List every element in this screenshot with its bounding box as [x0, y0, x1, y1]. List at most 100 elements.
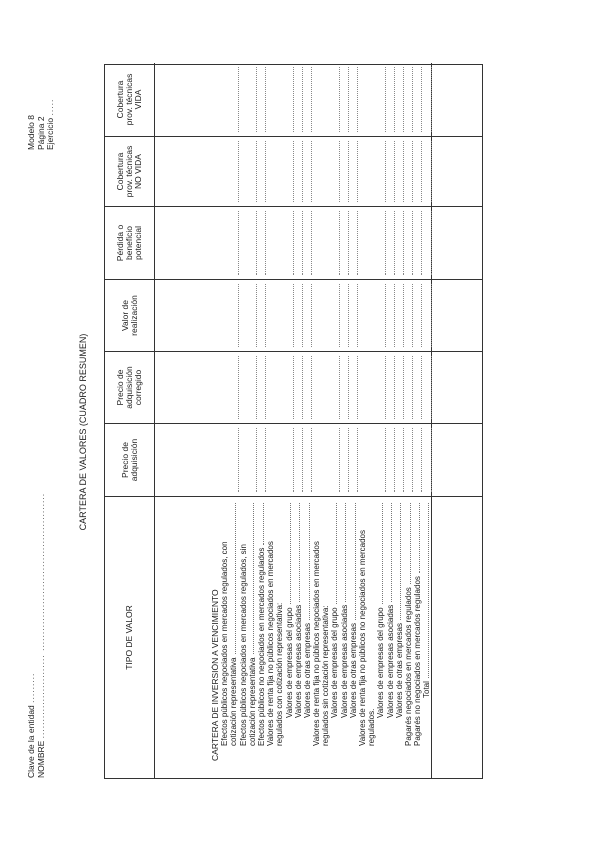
value-cell[interactable]: [394, 67, 404, 132]
value-cell[interactable]: [413, 428, 423, 492]
value-cell[interactable]: [422, 211, 432, 275]
value-cell[interactable]: [385, 284, 395, 347]
value-cell[interactable]: [348, 67, 358, 132]
value-cell[interactable]: [247, 211, 257, 275]
value-cell[interactable]: [229, 284, 239, 347]
value-cell[interactable]: [330, 356, 340, 419]
value-cell[interactable]: [256, 211, 267, 275]
value-cell[interactable]: [339, 428, 349, 492]
value-cell[interactable]: [403, 428, 414, 492]
value-cell[interactable]: [247, 428, 257, 492]
value-cell[interactable]: [302, 211, 313, 275]
value-cell[interactable]: [330, 67, 340, 132]
value-cell[interactable]: [293, 141, 303, 202]
value-cell[interactable]: [302, 284, 313, 347]
value-cell: [275, 137, 284, 206]
value-cell[interactable]: [293, 67, 303, 132]
value-cell[interactable]: [376, 67, 386, 132]
value-cell[interactable]: [385, 211, 395, 275]
value-cell[interactable]: [229, 428, 239, 492]
value-cell[interactable]: [330, 428, 340, 492]
value-cell[interactable]: [247, 141, 257, 202]
nombre-field[interactable]: ......................... ..............…: [35, 492, 46, 739]
value-cell[interactable]: [348, 141, 358, 202]
value-cell[interactable]: [394, 141, 404, 202]
value-cell[interactable]: [413, 284, 423, 347]
value-cell[interactable]: [348, 284, 358, 347]
value-cell[interactable]: [385, 428, 395, 492]
value-cell[interactable]: [403, 356, 414, 419]
value-cell[interactable]: [422, 141, 432, 202]
value-cell[interactable]: [229, 211, 239, 275]
value-cell[interactable]: [339, 211, 349, 275]
value-cell[interactable]: [413, 67, 423, 132]
value-cell[interactable]: [256, 141, 267, 202]
table-row-label: Efectos públicos negociados en mercados …: [239, 497, 248, 778]
dotted-leader: [293, 503, 301, 602]
value-cell[interactable]: [284, 356, 294, 419]
value-cell[interactable]: [302, 141, 313, 202]
dotted-leader: [302, 503, 310, 620]
value-cell[interactable]: [256, 67, 267, 132]
value-cell[interactable]: [229, 67, 239, 132]
value-cell[interactable]: [330, 284, 340, 347]
value-cell[interactable]: [330, 211, 340, 275]
value-cell[interactable]: [293, 356, 303, 419]
value-cell[interactable]: [348, 428, 358, 492]
value-cell[interactable]: [339, 141, 349, 202]
value-cell[interactable]: [385, 141, 395, 202]
value-cell[interactable]: [256, 356, 267, 419]
value-cell[interactable]: [284, 211, 294, 275]
value-cell[interactable]: [256, 428, 267, 492]
value-cell[interactable]: [293, 211, 303, 275]
value-cell[interactable]: [376, 211, 386, 275]
value-cell[interactable]: [293, 284, 303, 347]
value-cell[interactable]: [302, 67, 313, 132]
value-cell[interactable]: [376, 284, 386, 347]
clave-field[interactable]: .........: [26, 672, 36, 703]
value-cell[interactable]: [422, 67, 432, 132]
value-cell[interactable]: [403, 67, 414, 132]
value-cell[interactable]: [229, 141, 239, 202]
value-cell[interactable]: [413, 356, 423, 419]
value-cell: [211, 207, 220, 279]
value-cell[interactable]: [302, 356, 313, 419]
value-cell[interactable]: [284, 428, 294, 492]
value-cell[interactable]: [284, 141, 294, 202]
value-cell[interactable]: [394, 428, 404, 492]
value-cell[interactable]: [413, 141, 423, 202]
table-row-label: Efectos públicos negociados en mercados …: [220, 497, 229, 778]
value-cell[interactable]: [413, 211, 423, 275]
value-cell[interactable]: [422, 428, 432, 492]
value-cell[interactable]: [293, 428, 303, 492]
value-cell[interactable]: [376, 428, 386, 492]
value-cell[interactable]: [394, 356, 404, 419]
value-cell[interactable]: [422, 284, 432, 347]
value-cell[interactable]: [247, 284, 257, 347]
value-cell[interactable]: [403, 284, 414, 347]
value-cell[interactable]: [284, 67, 294, 132]
value-cell[interactable]: [256, 284, 267, 347]
value-cell[interactable]: [376, 141, 386, 202]
value-cell[interactable]: [247, 67, 257, 132]
value-cell[interactable]: [348, 356, 358, 419]
value-cell[interactable]: [385, 67, 395, 132]
value-cell[interactable]: [302, 428, 313, 492]
value-cell[interactable]: [247, 356, 257, 419]
dotted-leader: [247, 503, 255, 655]
value-cell[interactable]: [376, 356, 386, 419]
value-cell[interactable]: [284, 284, 294, 347]
value-cell[interactable]: [339, 356, 349, 419]
value-cell[interactable]: [403, 141, 414, 202]
value-cell[interactable]: [394, 284, 404, 347]
value-cell[interactable]: [403, 211, 414, 275]
value-cell[interactable]: [422, 356, 432, 419]
value-cell[interactable]: [385, 356, 395, 419]
value-cell[interactable]: [339, 67, 349, 132]
ejercicio-field[interactable]: .....: [45, 98, 55, 116]
value-cell[interactable]: [229, 356, 239, 419]
value-cell[interactable]: [330, 141, 340, 202]
value-cell[interactable]: [394, 211, 404, 275]
value-cell[interactable]: [339, 284, 349, 347]
value-cell[interactable]: [348, 211, 358, 275]
